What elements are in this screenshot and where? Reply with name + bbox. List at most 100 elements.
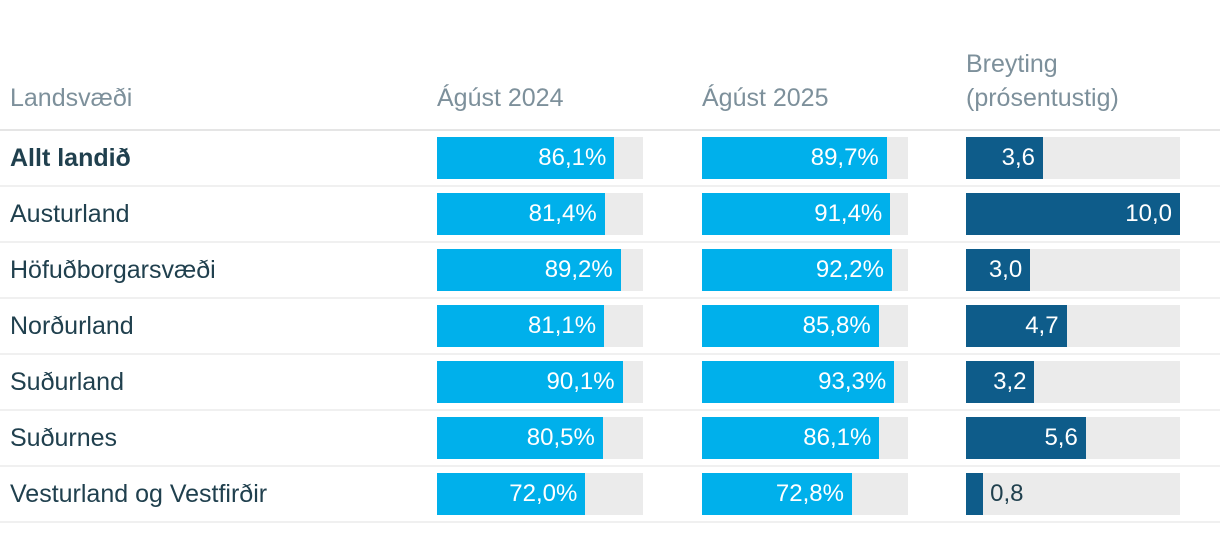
bar-value: 93,3% [818, 368, 887, 395]
bar-cell-aug-2024: 81,4% [437, 187, 702, 241]
bar-fill: 80,5% [437, 417, 603, 459]
bar-track: 72,8% [702, 473, 908, 515]
region-label: Vesturland og Vestfirðir [10, 479, 268, 508]
bar-fill: 91,4% [702, 193, 891, 235]
bar-fill: 5,6 [966, 417, 1086, 459]
bar-track: 89,7% [702, 137, 908, 179]
bar-value: 90,1% [546, 368, 615, 395]
bar-cell-aug-2025: 72,8% [702, 467, 966, 521]
bar-fill: 92,2% [702, 249, 892, 291]
bar-cell-aug-2025: 93,3% [702, 355, 966, 409]
bar-track: 5,6 [966, 417, 1180, 459]
bar-value: 3,2 [993, 368, 1027, 395]
bar-cell-change: 10,0 [966, 187, 1220, 241]
bar-fill [966, 473, 984, 515]
table-row: Vesturland og Vestfirðir 72,0% 72,8% [0, 467, 1220, 523]
bar-fill: 4,7 [966, 305, 1067, 347]
bar-value: 10,0 [1125, 200, 1172, 227]
bar-fill: 72,8% [702, 473, 852, 515]
column-header-change-line2: (prósentustig) [966, 84, 1119, 112]
bar-fill: 72,0% [437, 473, 586, 515]
region-label: Austurland [10, 199, 130, 228]
bar-track: 81,4% [437, 193, 643, 235]
bar-fill: 89,2% [437, 249, 621, 291]
column-header-change: Breyting (prósentustig) [966, 47, 1220, 129]
bar-track: 92,2% [702, 249, 908, 291]
bar-cell-aug-2025: 92,2% [702, 243, 966, 297]
bar-fill: 93,3% [702, 361, 895, 403]
bar-fill: 89,7% [702, 137, 887, 179]
bar-fill: 86,1% [437, 137, 615, 179]
bar-track: 90,1% [437, 361, 643, 403]
bar-track: 81,1% [437, 305, 643, 347]
bar-cell-aug-2025: 89,7% [702, 131, 966, 185]
bar-fill: 81,4% [437, 193, 605, 235]
bar-value: 4,7 [1025, 312, 1059, 339]
bar-fill: 3,6 [966, 137, 1044, 179]
bar-value: 3,0 [988, 256, 1023, 283]
bar-value: 81,4% [528, 200, 597, 227]
bar-value: 85,8% [802, 312, 871, 339]
table-body: Allt landið 86,1% 89,7% 3,6 [0, 131, 1220, 523]
bar-track: 10,0 [966, 193, 1180, 235]
table-row: Norðurland 81,1% 85,8% 4,7 [0, 299, 1220, 355]
bar-track: 93,3% [702, 361, 908, 403]
bar-track: 3,0 [966, 249, 1180, 291]
bar-cell-aug-2024: 89,2% [437, 243, 702, 297]
bar-cell-aug-2024: 80,5% [437, 411, 702, 465]
bar-cell-change: 0,8 [966, 467, 1220, 521]
bar-fill: 3,2 [966, 361, 1035, 403]
table-row: Allt landið 86,1% 89,7% 3,6 [0, 131, 1220, 187]
bar-value: 80,5% [526, 424, 595, 451]
bar-cell-change: 3,0 [966, 243, 1220, 297]
bar-cell-aug-2025: 91,4% [702, 187, 966, 241]
column-header-aug-2024: Ágúst 2024 [437, 84, 564, 112]
bar-track: 72,0% [437, 473, 643, 515]
bar-value: 72,0% [509, 480, 578, 507]
bar-fill: 81,1% [437, 305, 605, 347]
bar-track: 0,8 [966, 473, 1180, 515]
bar-cell-aug-2025: 85,8% [702, 299, 966, 353]
bar-cell-change: 3,6 [966, 131, 1220, 185]
regional-stats-table: Landsvæði Ágúst 2024 Ágúst 2025 Breyting… [0, 0, 1220, 523]
bar-value: 86,1% [538, 144, 607, 171]
bar-fill: 86,1% [702, 417, 880, 459]
bar-cell-aug-2025: 86,1% [702, 411, 966, 465]
table-row: Höfuðborgarsvæði 89,2% 92,2% 3,0 [0, 243, 1220, 299]
bar-cell-change: 5,6 [966, 411, 1220, 465]
table-header: Landsvæði Ágúst 2024 Ágúst 2025 Breyting… [0, 0, 1220, 131]
bar-cell-change: 3,2 [966, 355, 1220, 409]
bar-cell-change: 4,7 [966, 299, 1220, 353]
bar-value: 91,4% [814, 200, 883, 227]
region-label: Suðurnes [10, 423, 118, 452]
bar-value: 81,1% [528, 312, 597, 339]
table-row: Austurland 81,4% 91,4% 10,0 [0, 187, 1220, 243]
bar-fill: 90,1% [437, 361, 623, 403]
bar-value: 92,2% [815, 256, 884, 283]
bar-value: 89,7% [810, 144, 879, 171]
bar-cell-aug-2024: 72,0% [437, 467, 702, 521]
column-header-change-line1: Breyting [966, 50, 1058, 78]
bar-fill: 85,8% [702, 305, 879, 347]
bar-track: 4,7 [966, 305, 1180, 347]
bar-track: 85,8% [702, 305, 908, 347]
bar-cell-aug-2024: 90,1% [437, 355, 702, 409]
bar-track: 91,4% [702, 193, 908, 235]
table-row: Suðurnes 80,5% 86,1% 5,6 [0, 411, 1220, 467]
bar-fill: 10,0 [966, 193, 1180, 235]
bar-track: 86,1% [437, 137, 643, 179]
bar-value: 5,6 [1044, 424, 1078, 451]
region-label: Norðurland [10, 311, 134, 340]
bar-value-outside: 0,8 [990, 480, 1024, 507]
region-label: Suðurland [10, 367, 124, 396]
region-label: Allt landið [10, 143, 131, 172]
bar-fill: 3,0 [966, 249, 1031, 291]
bar-cell-aug-2024: 81,1% [437, 299, 702, 353]
bar-track: 86,1% [702, 417, 908, 459]
bar-value: 89,2% [544, 256, 613, 283]
bar-value: 72,8% [775, 480, 844, 507]
region-label: Höfuðborgarsvæði [10, 255, 216, 284]
table-row: Suðurland 90,1% 93,3% 3,2 [0, 355, 1220, 411]
column-header-region: Landsvæði [10, 84, 133, 112]
column-header-aug-2025: Ágúst 2025 [702, 84, 829, 112]
